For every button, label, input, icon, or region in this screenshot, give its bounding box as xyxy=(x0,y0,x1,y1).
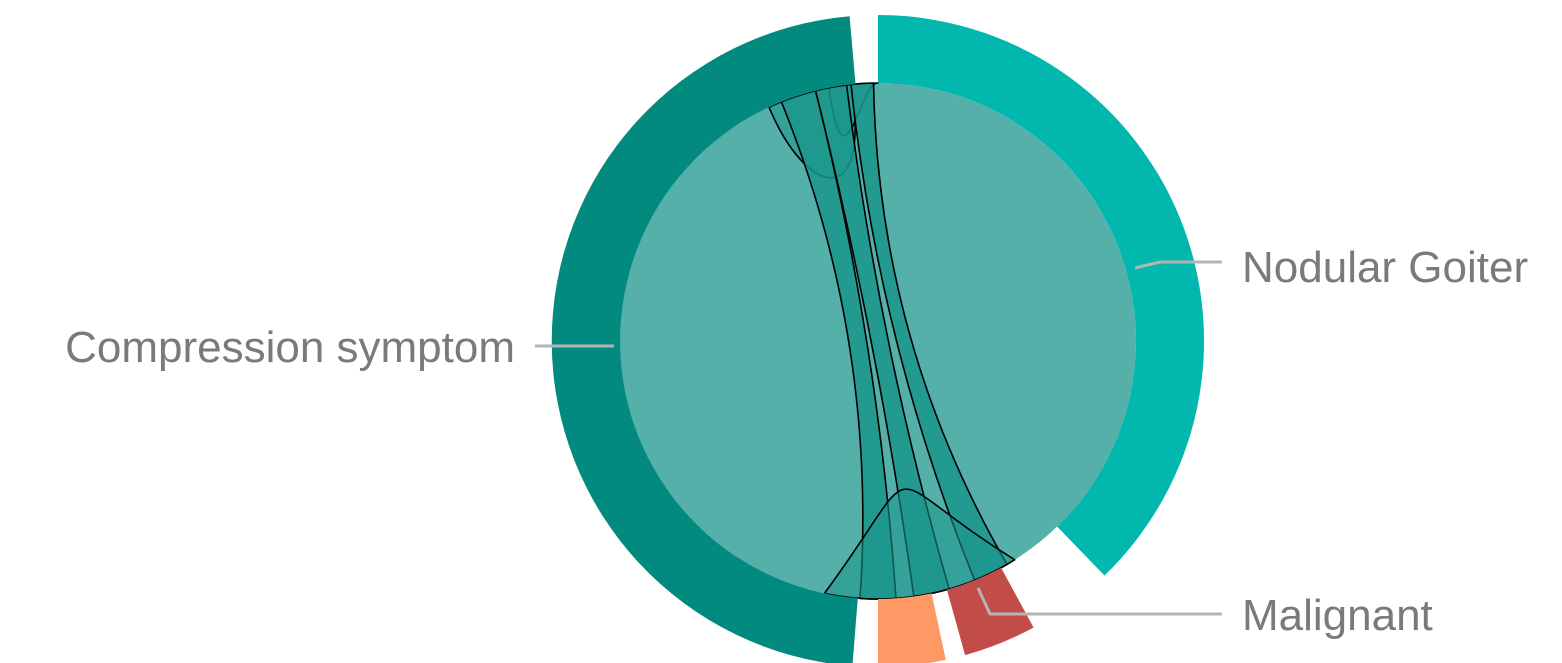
leader-nodular-goiter xyxy=(1134,260,1222,270)
leader-lines xyxy=(535,260,1222,616)
label-compression-symptom: Compression symptom xyxy=(65,323,515,372)
arc-unlabeled-segment xyxy=(878,593,946,663)
label-nodular-goiter: Nodular Goiter xyxy=(1242,243,1528,292)
ribbons-layer xyxy=(768,82,1016,600)
arc-nodular-goiter xyxy=(878,14,1205,576)
leader-malignant xyxy=(976,587,1222,616)
arc-compression-symptom xyxy=(551,16,858,663)
label-malignant: Malignant xyxy=(1242,591,1433,640)
ribbon-malignant-loop xyxy=(823,488,1016,600)
